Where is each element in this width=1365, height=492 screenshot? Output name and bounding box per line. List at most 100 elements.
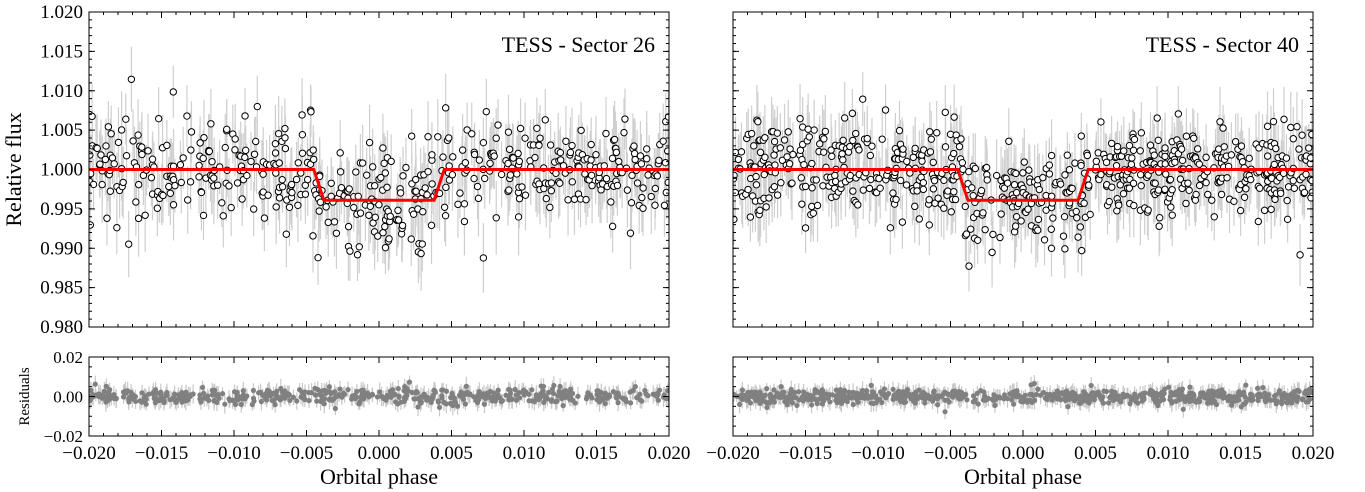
data-point (813, 201, 822, 210)
x-axis-label: Orbital phase (320, 464, 438, 489)
residual-point (250, 387, 257, 394)
residual-point (89, 387, 94, 393)
data-point (218, 199, 226, 207)
data-point (1161, 152, 1169, 161)
data-point (587, 171, 596, 180)
data-point (752, 181, 761, 189)
data-point (962, 230, 971, 238)
data-point (424, 167, 432, 176)
residual-point (206, 397, 212, 404)
residual-point (890, 386, 896, 392)
data-point (1107, 139, 1116, 148)
residual-point (916, 387, 922, 393)
data-point (820, 148, 828, 156)
data-point (113, 223, 121, 232)
y-axis-label: Residuals (17, 367, 33, 425)
data-point (1063, 151, 1072, 159)
data-point (633, 179, 642, 187)
data-point (876, 184, 884, 192)
data-point (456, 189, 464, 197)
data-point (514, 213, 523, 221)
data-point (1161, 185, 1169, 194)
data-point (1137, 129, 1146, 137)
residual-point (632, 384, 638, 390)
residual-point (764, 386, 770, 392)
residual-point (809, 402, 815, 408)
data-point (602, 129, 610, 138)
data-point (831, 171, 839, 180)
residual-point (133, 398, 139, 405)
residual-point (443, 401, 449, 407)
residual-point (369, 392, 376, 398)
data-point (541, 116, 549, 124)
residual-point (781, 389, 787, 395)
data-point (1047, 192, 1056, 200)
data-point (207, 120, 215, 128)
residual-point (232, 401, 239, 408)
data-point (610, 135, 619, 144)
data-point (1166, 175, 1175, 184)
residual-point (499, 398, 506, 404)
data-point (399, 172, 407, 180)
data-point (1260, 206, 1269, 215)
data-point (354, 192, 362, 201)
data-point (138, 143, 146, 151)
data-point (514, 149, 522, 158)
data-point (1182, 199, 1190, 208)
data-point (750, 142, 758, 150)
data-point (1195, 181, 1204, 190)
residual-point (274, 388, 280, 394)
residual-point (516, 395, 523, 401)
data-point (427, 221, 436, 230)
data-point (1236, 206, 1245, 215)
data-point (101, 155, 110, 164)
residual-point (390, 387, 396, 393)
data-point (776, 144, 785, 152)
data-point (200, 133, 208, 142)
data-point (630, 142, 638, 150)
data-point (911, 202, 919, 211)
data-point (533, 124, 541, 133)
residual-point (864, 388, 870, 394)
residual-point (563, 388, 569, 394)
residual-point (432, 389, 438, 395)
residual-point (602, 400, 608, 407)
data-point (473, 182, 482, 191)
data-point (460, 217, 469, 226)
data-point (1289, 135, 1297, 143)
data-point (259, 170, 267, 178)
data-point (309, 232, 317, 240)
data-point (1254, 217, 1263, 226)
data-point (470, 150, 479, 159)
data-point (1085, 181, 1093, 189)
data-point (298, 111, 306, 119)
residual-point (240, 388, 246, 394)
data-point (103, 214, 111, 222)
data-point (1287, 123, 1295, 132)
data-point (1296, 251, 1304, 259)
data-point (358, 159, 367, 167)
data-point (1280, 115, 1288, 124)
data-point (104, 123, 113, 131)
residual-point (101, 388, 107, 394)
data-point (1035, 185, 1043, 194)
data-point (298, 130, 307, 139)
data-point (1271, 195, 1279, 204)
residual-point (143, 396, 149, 402)
x-tick-label: 0.020 (648, 443, 691, 464)
data-point (285, 203, 294, 211)
data-point (221, 143, 229, 152)
data-point (628, 171, 636, 180)
x-tick-label: −0.020 (62, 443, 115, 464)
data-point (371, 182, 379, 190)
data-point (1176, 175, 1185, 183)
data-point (336, 168, 345, 176)
data-point (913, 187, 921, 195)
y-tick-label: 1.005 (40, 120, 83, 141)
data-point (127, 75, 136, 83)
data-point (1283, 215, 1292, 224)
data-point (421, 184, 429, 192)
data-point (930, 176, 939, 185)
data-point (1012, 188, 1021, 197)
residual-point (575, 393, 581, 399)
